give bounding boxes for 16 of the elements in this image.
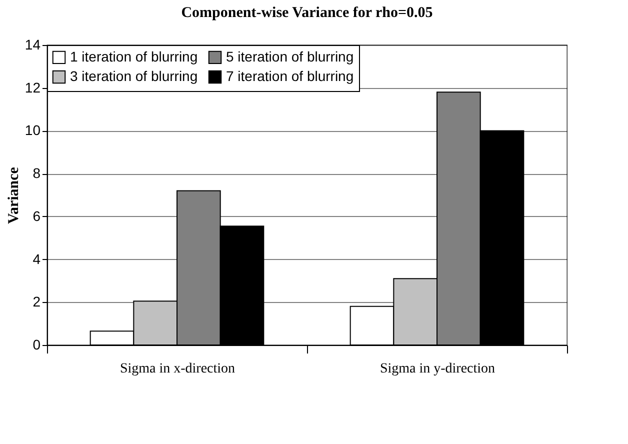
y-tick-label: 4 (32, 250, 41, 267)
y-tick-label: 8 (32, 165, 41, 182)
x-tick-label: Sigma in y-direction (380, 362, 496, 376)
y-tick-label: 10 (24, 122, 41, 138)
y-tick-label: 2 (32, 294, 41, 310)
y-tick-label: 0 (32, 336, 41, 352)
legend-label: 3 iteration of blurring (70, 68, 198, 84)
y-tick-label: 12 (24, 79, 41, 96)
legend-label: 5 iteration of blurring (226, 48, 354, 64)
y-tick-label: 14 (24, 36, 41, 52)
x-tick-label: Sigma in x-direction (120, 362, 236, 376)
y-axis-title: Variance (6, 166, 22, 224)
legend-label: 7 iteration of blurring (226, 68, 354, 84)
legend-label: 1 iteration of blurring (70, 48, 198, 64)
chart-title: Component-wise Variance for rho=0.05 (181, 5, 433, 21)
y-tick-label: 6 (32, 208, 41, 224)
